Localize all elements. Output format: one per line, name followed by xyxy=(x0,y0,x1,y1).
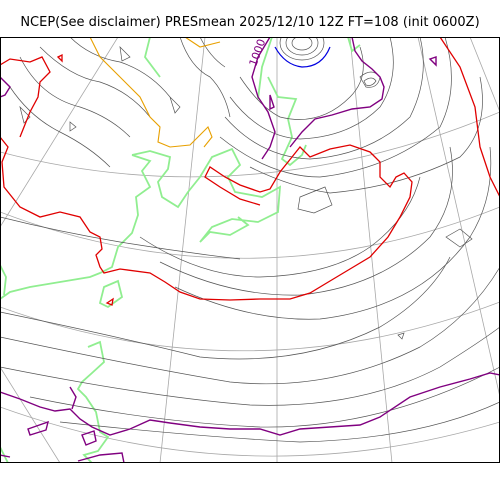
isobar-1000-line xyxy=(184,37,221,48)
isobar-1010-line xyxy=(269,94,275,111)
isobar-line xyxy=(249,76,483,194)
isobar-line xyxy=(397,332,405,340)
coastline-segment xyxy=(0,264,7,296)
isobar-ring xyxy=(279,37,325,61)
coastline-segment xyxy=(0,154,152,300)
isobar-line xyxy=(0,256,451,360)
isobar-1010-line xyxy=(0,454,11,458)
isobar-ring xyxy=(291,37,313,51)
isobar-1020-line xyxy=(105,297,114,306)
isobars xyxy=(0,37,500,443)
isobar-low xyxy=(274,46,331,68)
meridian-line xyxy=(0,37,119,228)
coastline xyxy=(0,37,361,463)
isobar-line xyxy=(119,46,131,62)
isobar-1010-line xyxy=(251,37,276,160)
isobar-line xyxy=(59,401,500,443)
isobar-line xyxy=(29,366,500,428)
isobar-1010-line xyxy=(0,76,11,98)
isobar-1020-line xyxy=(0,56,51,138)
coastline-segment xyxy=(267,76,307,167)
isobar-1020-line xyxy=(439,37,500,198)
isobar-1020 xyxy=(0,37,500,306)
isobar-line xyxy=(199,37,226,68)
isobar-line xyxy=(159,146,453,296)
isobar-line xyxy=(0,266,500,385)
isobar-1010-line xyxy=(69,386,77,410)
low-pressure-center xyxy=(279,37,325,61)
coastline-segment xyxy=(347,37,361,53)
isobar-line xyxy=(363,77,377,86)
coastline-segment xyxy=(0,446,9,463)
isobar-1010-line xyxy=(77,452,125,463)
isobar-1020-line xyxy=(56,53,63,63)
coastline-segment xyxy=(131,147,282,243)
coastline-segment xyxy=(98,279,124,309)
isobar-1020-line xyxy=(0,136,413,301)
coastline-segment xyxy=(76,340,110,463)
isobar-1010 xyxy=(0,37,500,463)
isobar-1010-line xyxy=(0,372,500,436)
isobar-line xyxy=(69,121,77,132)
isobar-line xyxy=(169,96,181,114)
isobar-line xyxy=(229,37,394,140)
parallel-line xyxy=(0,111,500,178)
isobar-line xyxy=(19,56,131,138)
coastline-segment xyxy=(257,37,273,100)
map-title: NCEP(See disclaimer) PRESmean 2025/12/10… xyxy=(20,15,480,30)
meridian-line xyxy=(0,366,61,463)
isobar-line xyxy=(69,37,171,98)
isobar-line xyxy=(179,37,231,118)
graticule xyxy=(0,37,500,463)
isobar-1000-line xyxy=(89,37,213,148)
isobar-line xyxy=(0,216,241,260)
parallel-line xyxy=(0,301,500,352)
isobar-line xyxy=(0,326,500,406)
isobar-1010-line xyxy=(27,420,49,436)
isobar-line xyxy=(297,186,333,214)
isobar-1010-line xyxy=(81,430,97,446)
meridian-line xyxy=(469,37,500,113)
isobar-1010-line xyxy=(428,56,437,67)
isobar-ring xyxy=(285,37,319,56)
isobar-line xyxy=(174,146,492,320)
isobar-1000 xyxy=(89,37,221,148)
parallel-line xyxy=(0,406,500,457)
isobar-line xyxy=(39,46,151,118)
meridian-line xyxy=(159,37,206,463)
isobar-line xyxy=(445,228,473,248)
pressure-map: 1000 xyxy=(0,37,500,463)
isobar-line xyxy=(9,86,111,168)
coastline-segment xyxy=(144,37,161,78)
isobar-1010-line xyxy=(289,37,385,148)
parallel-line xyxy=(0,206,500,259)
